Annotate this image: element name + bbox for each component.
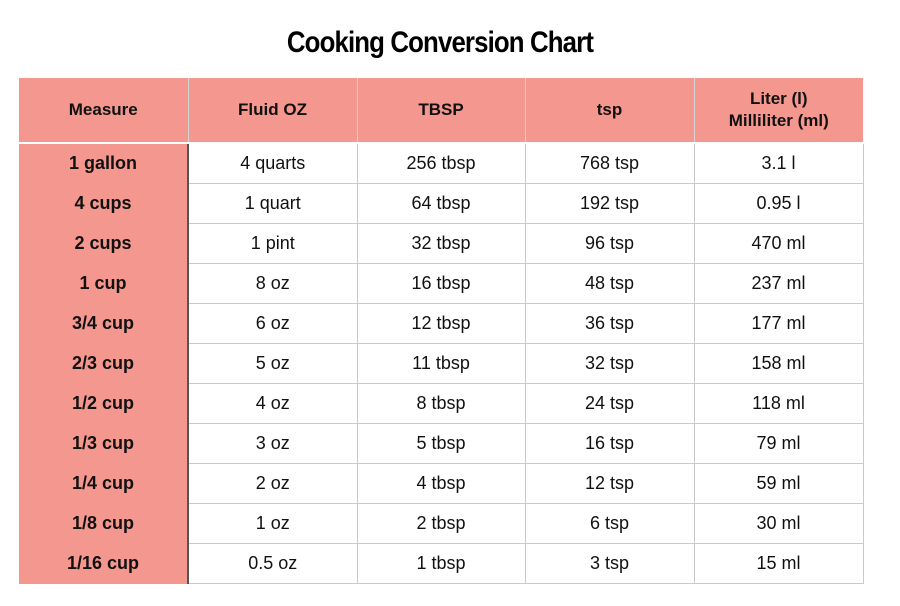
header-row: Measure Fluid OZ TBSP tsp Liter (l) Milli… [19,78,863,144]
table-row: 1 cup 8 oz 16 tbsp 48 tsp 237 ml [19,263,864,304]
measure-cell: 1/8 cup [19,503,189,544]
tsp-cell: 32 tsp [524,343,694,384]
liter-ml-cell: 177 ml [693,303,864,344]
liter-ml-cell: 237 ml [693,263,864,304]
table-row: 1/8 cup 1 oz 2 tbsp 6 tsp 30 ml [19,503,864,544]
measure-cell: 1/4 cup [19,463,189,504]
header-tsp: tsp [524,78,694,144]
tsp-cell: 192 tsp [524,183,694,224]
header-milliliter: Milliliter (ml) [728,111,829,130]
header-measure: Measure [19,78,188,144]
tsp-cell: 12 tsp [524,463,694,504]
table-row: 3/4 cup 6 oz 12 tbsp 36 tsp 177 ml [19,303,864,344]
header-tbsp: TBSP [356,78,525,144]
table-row: 1/16 cup 0.5 oz 1 tbsp 3 tsp 15 ml [19,543,864,584]
tsp-cell: 6 tsp [524,503,694,544]
fluid-oz-cell: 1 quart [187,183,357,224]
table-row: 1/3 cup 3 oz 5 tbsp 16 tsp 79 ml [19,423,864,464]
tbsp-cell: 256 tbsp [356,142,525,184]
liter-ml-cell: 59 ml [693,463,864,504]
measure-cell: 4 cups [19,183,189,224]
table-row: 2/3 cup 5 oz 11 tbsp 32 tsp 158 ml [19,343,864,384]
measure-cell: 1 gallon [19,143,189,184]
tbsp-cell: 1 tbsp [356,543,525,584]
liter-ml-cell: 79 ml [693,423,864,464]
measure-cell: 2/3 cup [19,343,189,384]
liter-ml-cell: 30 ml [693,503,864,544]
table-row: 1/4 cup 2 oz 4 tbsp 12 tsp 59 ml [19,463,864,504]
table-row: 1 gallon 4 quarts 256 tbsp 768 tsp 3.1 l [19,142,864,184]
liter-ml-cell: 118 ml [693,383,864,424]
tsp-cell: 16 tsp [524,423,694,464]
tsp-cell: 3 tsp [524,543,694,584]
tbsp-cell: 12 tbsp [356,303,525,344]
liter-ml-cell: 15 ml [693,543,864,584]
table-row: 1/2 cup 4 oz 8 tbsp 24 tsp 118 ml [19,383,864,424]
tsp-cell: 36 tsp [524,303,694,344]
liter-ml-cell: 470 ml [693,223,864,264]
page-title: Cooking Conversion Chart [286,26,594,59]
tbsp-cell: 32 tbsp [356,223,525,264]
conversion-table: Measure Fluid OZ TBSP tsp Liter (l) Milli… [19,78,864,584]
measure-cell: 1/2 cup [19,383,189,424]
tbsp-cell: 5 tbsp [356,423,525,464]
measure-cell: 1 cup [19,263,189,304]
tsp-cell: 96 tsp [524,223,694,264]
fluid-oz-cell: 3 oz [187,423,357,464]
liter-ml-cell: 158 ml [693,343,864,384]
liter-ml-cell: 0.95 l [693,183,864,224]
fluid-oz-cell: 2 oz [187,463,357,504]
measure-cell: 1/3 cup [19,423,189,464]
tsp-cell: 48 tsp [524,263,694,304]
tsp-cell: 24 tsp [524,383,694,424]
header-fluid-oz: Fluid OZ [187,78,357,144]
fluid-oz-cell: 6 oz [187,303,357,344]
fluid-oz-cell: 4 oz [187,383,357,424]
fluid-oz-cell: 1 oz [187,503,357,544]
tbsp-cell: 16 tbsp [356,263,525,304]
header-liter: Liter (l) [749,89,808,108]
measure-cell: 1/16 cup [19,543,189,584]
tbsp-cell: 64 tbsp [356,183,525,224]
fluid-oz-cell: 1 pint [187,223,357,264]
fluid-oz-cell: 8 oz [187,263,357,304]
tbsp-cell: 4 tbsp [356,463,525,504]
table-row: 4 cups 1 quart 64 tbsp 192 tsp 0.95 l [19,183,864,224]
fluid-oz-cell: 0.5 oz [187,543,357,584]
measure-cell: 3/4 cup [19,303,189,344]
tbsp-cell: 2 tbsp [356,503,525,544]
table-row: 2 cups 1 pint 32 tbsp 96 tsp 470 ml [19,223,864,264]
fluid-oz-cell: 5 oz [187,343,357,384]
table-header: Measure Fluid OZ TBSP tsp Liter (l) Milli… [19,78,863,144]
header-liter-milliliter: Liter (l) Milliliter (ml) [693,78,863,144]
fluid-oz-cell: 4 quarts [187,142,357,184]
tbsp-cell: 8 tbsp [356,383,525,424]
liter-ml-cell: 3.1 l [693,142,864,184]
tsp-cell: 768 tsp [524,142,694,184]
measure-cell: 2 cups [19,223,189,264]
tbsp-cell: 11 tbsp [356,343,525,384]
